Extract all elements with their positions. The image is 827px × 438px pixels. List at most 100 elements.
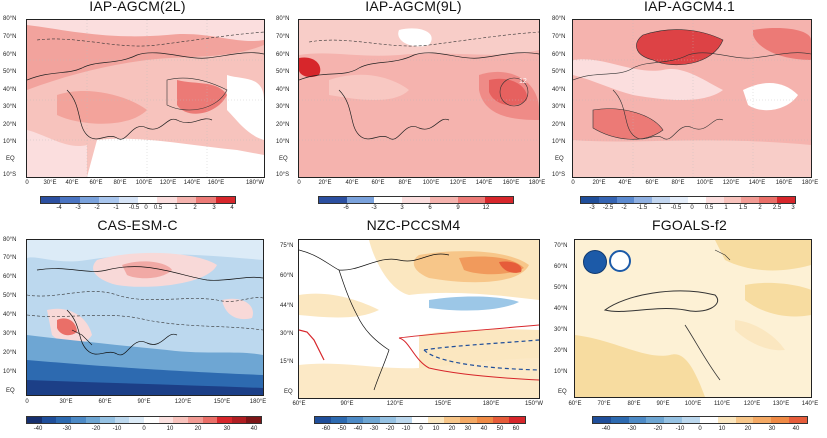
colorbar-label: -10 [112,426,122,432]
x-axis-label: 100°E [684,401,702,407]
panel-title: IAP-AGCM(9L) [365,0,462,14]
x-axis-label: 20°E [592,180,606,186]
colorbar-label: 0 [142,426,146,432]
colorbar-label: 0.5 [704,205,714,211]
panel-nzc-pccsm4: NZC-PCCSM4 75°N 60°N 44°N 30°N 15°N EQ 6… [276,217,551,438]
y-axis-label: 60°N [276,52,290,58]
y-axis-label: EQ [6,388,15,394]
colorbar [314,416,526,424]
y-axis-label: 20°N [552,122,566,128]
colorbar-label: -30 [627,426,637,432]
y-axis-label: 60°N [3,52,17,58]
colorbar-label: -40 [353,426,363,432]
y-axis-label: 50°N [552,69,566,75]
panel-cas-esm-c: CAS-ESM-C 80°N 70°N 60°N 50°N 40°N 30°N … [0,217,275,438]
colorbar-label: 20 [448,426,456,432]
y-axis-label: EQ [279,156,288,162]
colorbar-label: 20 [194,426,202,432]
y-axis-label: 80°N [3,16,17,22]
x-axis-label: 60°E [98,399,112,405]
colorbar-label: -3 [75,205,81,211]
colorbar-label: -50 [337,426,347,432]
panel-title: FGOALS-f2 [652,217,727,233]
y-axis-label: 20°N [276,122,290,128]
map-iap-agcm-2l [26,19,265,178]
colorbar-label: -2.5 [602,205,614,211]
x-axis-label: 120°E [722,180,740,186]
colorbar-label: -30 [62,426,72,432]
y-axis-label: 10°N [3,369,17,375]
svg-text:12: 12 [519,78,527,85]
cas-logo-icon [583,250,607,274]
y-axis-label: 40°N [552,87,566,93]
colorbar-label: 40 [250,426,258,432]
colorbar-label: -10 [675,426,685,432]
colorbar-label: 4 [230,205,234,211]
y-axis-label: 70°N [3,34,17,40]
y-axis-label: 60°N [3,274,17,280]
x-axis-label: 40°E [618,180,632,186]
colorbar-label: 2 [758,205,762,211]
y-axis-label: 15°N [280,359,294,365]
colorbar-label: 50 [496,426,504,432]
x-axis-label: 0 [571,180,575,186]
y-axis-label: 40°N [554,306,568,312]
colorbar [580,196,796,204]
x-axis-label: 150°W [524,401,544,407]
y-axis-label: 60°N [280,273,294,279]
y-axis-label: 10°S [552,172,566,178]
colorbar-label: -60 [321,426,331,432]
x-axis-label: 100°E [422,180,440,186]
colorbar-label: 60 [512,426,520,432]
y-axis-label: 40°N [3,312,17,318]
y-axis-label: EQ [558,389,567,395]
colorbar-label: -40 [33,426,43,432]
y-axis-label: 20°N [3,122,17,128]
colorbar-label: -3 [589,205,595,211]
colorbar-label: -1 [656,205,662,211]
colorbar-label: -0.5 [128,205,140,211]
y-axis-label: 40°N [3,87,17,93]
x-axis-label: 150°E [213,399,231,405]
x-axis-label: 140°E [183,180,201,186]
colorbar-label: 0.5 [153,205,163,211]
x-axis-label: 120°E [743,401,761,407]
map-iap-agcm-9l: 12 [298,19,540,178]
panel-fgoals-f2: FGOALS-f2 70°N 60°N 50°N 40°N 30°N 20°N … [552,217,827,438]
colorbar-label: 2 [193,205,197,211]
x-axis-label: 30°E [43,180,57,186]
colorbar-label: 3 [400,205,404,211]
x-axis-label: 140°E [475,180,493,186]
colorbar-label: 10 [166,426,174,432]
x-axis-label: 60°E [89,180,103,186]
x-axis-label: 100°E [135,180,153,186]
y-axis-label: 80°N [276,16,290,22]
x-axis-label: 0 [297,180,301,186]
x-axis-label: 0 [25,180,29,186]
x-axis-label: 140°E [748,180,766,186]
x-axis-label: 80°E [398,180,412,186]
x-axis-label: 90°E [656,401,670,407]
panel-title: IAP-AGCM(2L) [89,0,186,14]
colorbar-label: 10 [432,426,440,432]
y-axis-label: 50°N [554,285,568,291]
colorbar-label: 10 [718,426,726,432]
y-axis-label: 80°N [3,237,17,243]
colorbar-label: -40 [601,426,611,432]
x-axis-label: 110°E [714,401,730,407]
colorbar-label: -2 [621,205,627,211]
y-axis-label: 50°N [276,69,290,75]
colorbar-label: 6 [428,205,432,211]
x-axis-label: 180°E [482,401,500,407]
y-axis-label: 44°N [280,303,294,309]
panel-title: CAS-ESM-C [97,217,178,233]
x-axis-label: 60°E [292,401,306,407]
y-axis-label: 30°N [276,104,290,110]
colorbar-label: -0.5 [670,205,682,211]
map-iap-agcm41 [572,19,812,178]
y-axis-label: 60°N [554,264,568,270]
colorbar-label: -4 [56,205,62,211]
y-axis-label: EQ [284,389,293,395]
colorbar-label: -10 [401,426,411,432]
y-axis-label: 50°N [3,293,17,299]
